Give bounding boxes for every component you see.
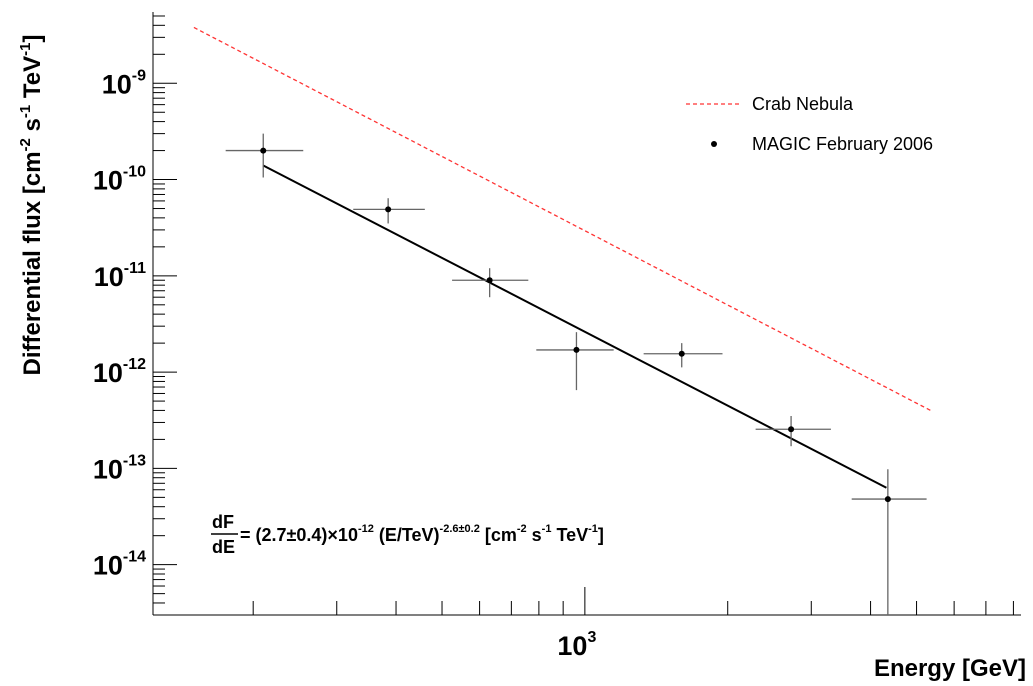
point-marker: [486, 277, 493, 284]
data-point: [536, 332, 614, 391]
point-marker: [385, 206, 392, 213]
crab-nebula-line: [193, 26, 931, 411]
data-point: [643, 343, 723, 368]
chart-lines: [193, 26, 931, 489]
y-tick-label: 10-13: [93, 452, 146, 484]
legend-label: Crab Nebula: [752, 94, 854, 114]
y-tick-label: 10-14: [93, 549, 146, 581]
x-tick-label: 103: [557, 629, 596, 661]
legend-label: MAGIC February 2006: [752, 134, 933, 154]
data-point: [353, 198, 425, 224]
formula-body: = (2.7±0.4)×10-12 (E/TeV)-2.6±0.2 [cm-2 …: [240, 523, 604, 545]
fit-line: [262, 164, 887, 489]
point-marker: [678, 350, 685, 357]
data-point: [225, 133, 304, 178]
axis-ticks: [153, 15, 1014, 616]
y-tick-label: 10-11: [94, 260, 146, 292]
data-points: [225, 133, 927, 615]
tick-labels: 10-9 10-10 10-11 10-12 10-13 10-14 103: [93, 67, 597, 661]
data-point: [851, 469, 927, 615]
point-marker: [788, 426, 795, 433]
y-axis-title: Differential flux [cm-2 s-1 TeV-1]: [17, 35, 46, 376]
y-tick-label: 10-9: [102, 67, 146, 99]
y-tick-label: 10-10: [93, 164, 146, 196]
y-tick-label: 10-12: [93, 356, 146, 388]
data-point: [755, 416, 831, 447]
fit-formula: dF dE = (2.7±0.4)×10-12 (E/TeV)-2.6±0.2 […: [211, 512, 604, 557]
point-marker: [884, 496, 891, 503]
legend-swatch-marker: [711, 141, 717, 147]
data-point: [452, 268, 529, 298]
point-marker: [573, 346, 580, 353]
legend-entry: Crab Nebula: [686, 94, 854, 114]
point-marker: [260, 147, 267, 154]
legend: Crab Nebula MAGIC February 2006: [686, 94, 933, 154]
legend-entry: MAGIC February 2006: [711, 134, 933, 154]
formula-denominator: dE: [212, 537, 235, 557]
formula-numerator: dF: [212, 512, 234, 532]
x-axis-title: Energy [GeV]: [874, 655, 1026, 682]
